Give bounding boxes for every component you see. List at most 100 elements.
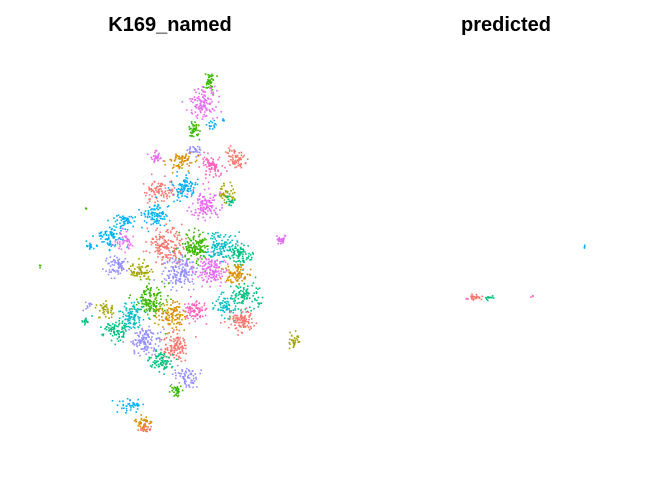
left-point [133,305,135,308]
left-point [247,285,249,287]
left-point [190,295,192,298]
left-point [292,339,295,342]
left-point [145,305,148,307]
left-point [222,256,224,258]
left-point [88,305,91,307]
left-point [225,195,227,198]
left-point [217,216,219,219]
left-point [175,392,178,395]
left-point [174,265,177,267]
left-point [137,398,139,401]
left-point [204,98,206,101]
left-point [163,224,166,227]
left-point [119,317,121,320]
left-point [204,199,207,202]
left-point [113,255,116,257]
left-point [99,316,101,319]
left-point [178,242,180,245]
left-point [212,196,215,199]
left-point [176,310,178,312]
left-point [139,339,141,341]
left-point [153,157,156,160]
left-point [102,309,105,311]
left-point [171,282,174,284]
left-point [168,314,170,317]
left-point [178,257,180,260]
left-point [203,195,206,198]
left-point [196,151,199,153]
left-point [170,246,173,248]
left-point [172,275,174,278]
left-point [211,164,214,166]
left-point [212,162,215,164]
left-point [163,160,166,162]
left-point [136,344,138,347]
left-point [111,323,114,325]
left-point [248,292,250,295]
left-point [122,330,125,333]
left-point [180,271,182,273]
left-point [153,221,156,223]
left-point [243,293,246,295]
left-point [155,361,158,364]
left-point [196,114,199,116]
left-point [193,253,195,255]
left-point [124,223,126,225]
left-point [216,251,219,254]
left-point [181,183,183,186]
left-point [195,150,197,152]
left-point [98,235,101,237]
left-point [181,159,183,161]
left-point [141,338,143,341]
left-point [152,301,155,304]
left-point [236,317,238,320]
left-point [139,268,141,271]
left-point [211,277,213,279]
left-point [161,307,164,310]
left-point [163,285,166,288]
left-point [199,245,201,247]
left-point [200,101,202,104]
left-point [213,126,216,128]
left-point [129,308,131,310]
left-point [206,157,208,160]
left-point [135,403,138,406]
left-point [219,276,221,278]
left-point [131,310,134,313]
left-point [153,159,156,161]
left-point [108,328,111,331]
left-point [154,298,156,300]
left-point [154,311,157,313]
left-point [246,288,249,290]
left-point [232,256,235,259]
left-point [145,349,147,351]
left-point [137,317,140,320]
left-point [144,346,147,349]
left-point [190,131,192,134]
left-point [236,273,239,276]
left-point [212,94,214,96]
left-point [137,429,139,431]
left-point [160,298,162,300]
left-point [178,303,181,305]
left-point [128,297,130,299]
left-point [142,428,144,431]
left-point [159,183,162,185]
left-point [184,275,186,278]
left-point [155,196,158,198]
left-point [173,386,176,388]
left-point [149,303,152,305]
left-point [192,146,194,148]
left-point [237,260,239,262]
left-point [177,345,180,348]
left-point [165,317,168,319]
left-point [213,124,215,127]
left-point [127,220,130,222]
left-point [238,277,241,279]
left-point [239,252,242,254]
left-point [174,276,176,278]
left-point [233,260,235,262]
left-point [195,91,197,93]
left-point [208,83,210,86]
left-point [140,214,143,216]
